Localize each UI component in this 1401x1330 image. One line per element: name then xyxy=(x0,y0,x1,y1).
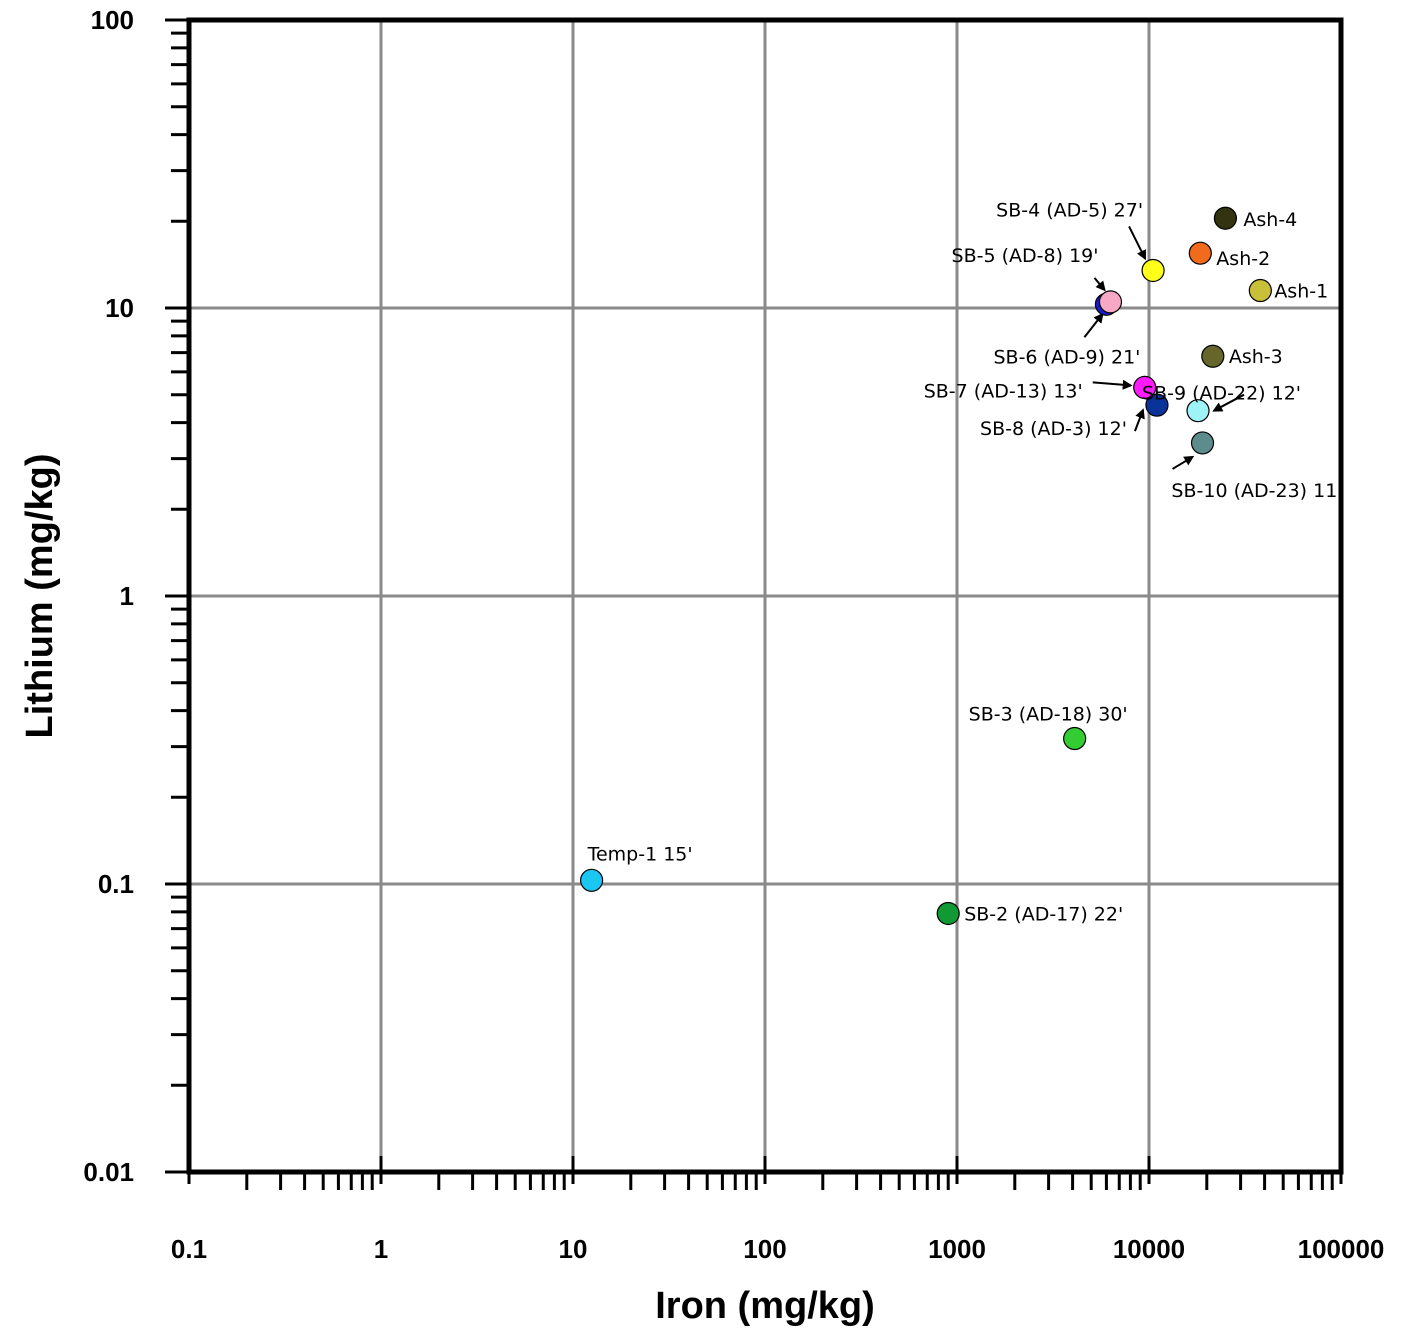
x-tick-label: 10000 xyxy=(1113,1234,1185,1264)
point-label: SB-7 (AD-13) 13' xyxy=(924,380,1083,402)
x-tick-label: 0.1 xyxy=(171,1234,207,1264)
point-label: SB-8 (AD-3) 12' xyxy=(980,418,1127,440)
point-label: SB-2 (AD-17) 22' xyxy=(964,903,1123,925)
label-arrow xyxy=(1212,393,1245,412)
axis-ticks xyxy=(165,18,1343,1190)
data-point xyxy=(1098,290,1123,314)
data-point xyxy=(1213,206,1238,230)
data-point xyxy=(1201,344,1225,368)
data-point xyxy=(580,868,604,892)
data-point xyxy=(936,901,960,926)
y-tick-label: 1 xyxy=(120,581,134,611)
y-tick-label: 0.1 xyxy=(98,869,134,899)
point-label: SB-6 (AD-9) 21' xyxy=(993,346,1140,368)
label-arrow xyxy=(1093,277,1106,292)
data-point xyxy=(1186,399,1210,423)
label-arrow xyxy=(1083,312,1104,338)
y-tick-label: 10 xyxy=(105,293,134,323)
x-tick-label: 1000 xyxy=(928,1234,986,1264)
label-arrow xyxy=(1134,408,1145,432)
x-tick-label: 10 xyxy=(559,1234,588,1264)
y-tick-label: 0.01 xyxy=(83,1157,134,1187)
data-point xyxy=(1188,241,1212,265)
point-label: SB-3 (AD-18) 30' xyxy=(969,704,1128,726)
point-label: SB-10 (AD-23) 11' xyxy=(1171,480,1342,502)
x-tick-label: 1 xyxy=(374,1234,388,1264)
point-label: Ash-4 xyxy=(1243,209,1297,231)
label-arrow xyxy=(1172,455,1195,470)
point-label: SB-5 (AD-8) 19' xyxy=(952,245,1099,267)
data-point xyxy=(1190,431,1215,455)
y-tick-label: 100 xyxy=(91,5,134,35)
data-point xyxy=(1133,375,1157,400)
point-label: Ash-3 xyxy=(1229,346,1283,368)
tick-labels: 0.1 1 10 100 1000 10000 100000 0.01 0.1 1 10 100 xyxy=(83,5,1384,1264)
point-label: Ash-2 xyxy=(1216,248,1270,270)
point-label: SB-4 (AD-5) 27' xyxy=(996,199,1143,221)
data-point xyxy=(1141,258,1165,283)
point-label: SB-9 (AD-22) 12' xyxy=(1142,383,1301,405)
data-point xyxy=(1248,278,1272,303)
label-arrows xyxy=(1083,226,1245,470)
data-points xyxy=(580,206,1272,926)
label-arrow xyxy=(1128,226,1146,261)
point-label: Ash-1 xyxy=(1274,281,1328,303)
label-arrow xyxy=(1092,379,1133,390)
plot-frame xyxy=(186,17,1344,1175)
data-point xyxy=(1063,726,1087,751)
y-axis-title: Lithium (mg/kg) xyxy=(19,454,61,739)
x-tick-label: 100000 xyxy=(1298,1234,1385,1264)
point-label: Temp-1 15' xyxy=(587,843,693,865)
grid-lines xyxy=(189,20,1341,1172)
x-tick-label: 100 xyxy=(743,1234,786,1264)
x-axis-title: Iron (mg/kg) xyxy=(655,1285,875,1327)
data-point xyxy=(1145,393,1169,417)
